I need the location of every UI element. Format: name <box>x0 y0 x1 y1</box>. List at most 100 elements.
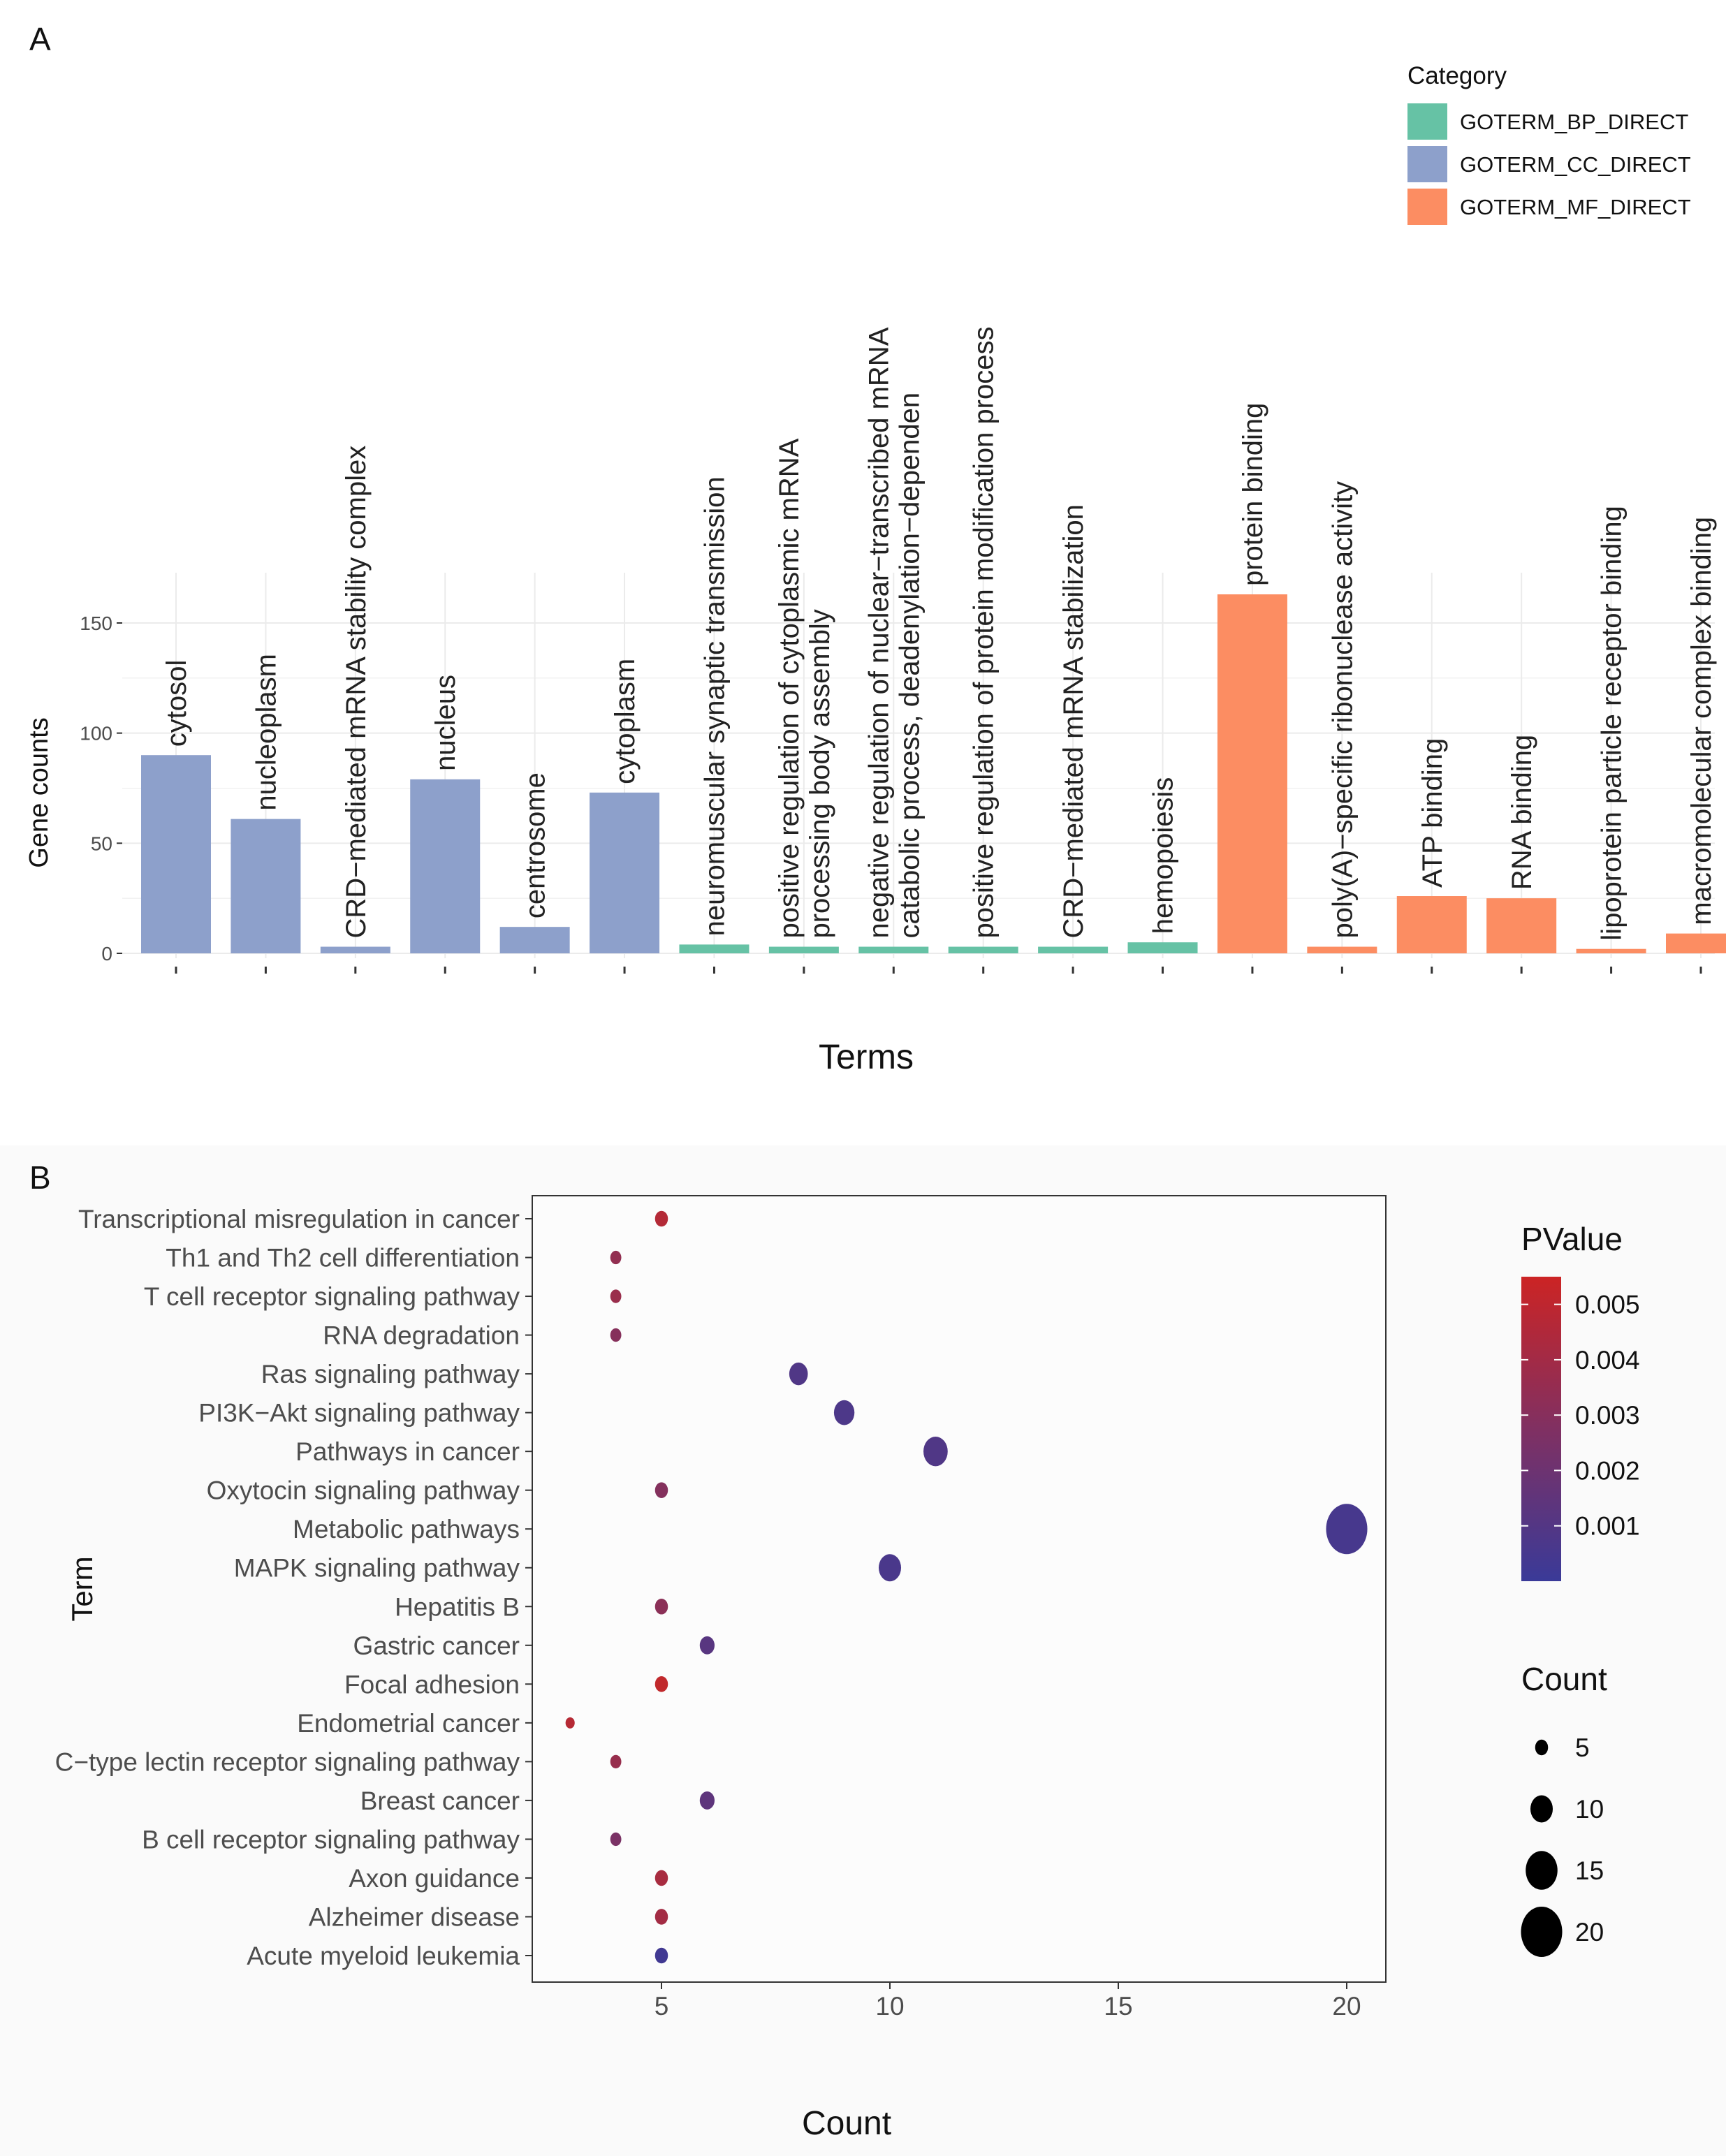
size-legend-label: 5 <box>1575 1733 1590 1762</box>
bar-label: poly(A)−specific ribonuclease activity <box>1327 481 1358 939</box>
dot <box>699 1791 715 1810</box>
colorbar-label: 0.002 <box>1575 1456 1640 1485</box>
bar <box>1666 933 1726 953</box>
y-tick-label: Axon guidance <box>349 1864 520 1893</box>
dots <box>565 1210 1368 1964</box>
legend-entry: GOTERM_CC_DIRECT <box>1460 152 1691 177</box>
bar-label: nucleoplasm <box>251 654 281 811</box>
dot <box>610 1250 622 1265</box>
y-tick-label: Endometrial cancer <box>297 1709 520 1738</box>
y-tick-label: B cell receptor signaling pathway <box>142 1825 520 1854</box>
dot <box>878 1554 902 1582</box>
legend-swatch <box>1407 146 1447 182</box>
bar-label: positive regulation of protein modificat… <box>969 326 1000 938</box>
bar-label: CRD−mediated mRNA stabilization <box>1058 504 1089 938</box>
y-tick-label: Ras signaling pathway <box>261 1360 520 1388</box>
panel-a-label: A <box>29 21 51 57</box>
count-legend: Count 5 10 15 20 <box>1521 1661 1607 1957</box>
bar <box>1307 946 1377 953</box>
bar-chart-gene-counts: cytosol nucleoplasm CRD−mediated mRNA stab… <box>24 62 1726 1076</box>
y-tick-label: RNA degradation <box>323 1321 520 1350</box>
size-legend-dot <box>1535 1739 1549 1756</box>
bar <box>1486 898 1557 953</box>
y-tick-label: MAPK signaling pathway <box>234 1554 520 1583</box>
dot <box>654 1210 668 1227</box>
dot <box>610 1328 622 1342</box>
y-tick-label: Hepatitis B <box>395 1592 520 1621</box>
dot <box>699 1636 715 1655</box>
bar <box>499 927 570 953</box>
y-tick-label: 100 <box>80 723 112 745</box>
bar-label: hemopoiesis <box>1148 777 1179 934</box>
y-tick-label: Th1 and Th2 cell differentiation <box>166 1244 520 1273</box>
plot-panel-border <box>532 1195 1387 1983</box>
bar-label: positive regulation of cytoplasmic mRNA <box>774 438 805 938</box>
panel-b-label: B <box>29 1159 51 1196</box>
x-axis-title: Terms <box>819 1037 914 1076</box>
dot <box>833 1400 855 1425</box>
y-tick-label: Pathways in cancer <box>295 1437 520 1466</box>
pvalue-colorbar <box>1521 1277 1561 1581</box>
bar <box>1217 594 1287 953</box>
dot <box>654 1598 668 1615</box>
bar <box>768 946 839 953</box>
bar <box>1576 948 1646 953</box>
count-legend-title: Count <box>1521 1661 1607 1697</box>
y-axis-title: Term <box>66 1556 98 1621</box>
bar-label: neuromuscular synaptic transmission <box>699 476 730 936</box>
y-tick-label: Alzheimer disease <box>309 1902 520 1931</box>
bar-label: protein binding <box>1238 403 1268 586</box>
bar-label: processing body assembly <box>805 609 835 938</box>
bar <box>948 946 1018 953</box>
bar-label: CRD−mediated mRNA stability complex <box>341 446 372 939</box>
bar <box>679 944 749 953</box>
x-tick-label: 5 <box>654 1992 669 2021</box>
bar-label: nucleus <box>430 675 461 771</box>
bar-label: RNA binding <box>1507 735 1537 890</box>
size-legend-dot <box>1521 1907 1563 1957</box>
axes: 0 50 100 150 <box>80 613 1702 974</box>
legend-entry: GOTERM_MF_DIRECT <box>1460 195 1691 219</box>
colorbar-label: 0.004 <box>1575 1346 1640 1374</box>
bar <box>590 792 660 953</box>
size-legend-label: 10 <box>1575 1795 1604 1824</box>
size-legend-label: 20 <box>1575 1918 1604 1946</box>
dot <box>654 1909 668 1925</box>
bar <box>141 755 211 953</box>
dot <box>610 1754 622 1769</box>
category-legend: Category GOTERM_BP_DIRECT GOTERM_CC_DIREC… <box>1407 62 1691 225</box>
y-tick-label: Oxytocin signaling pathway <box>207 1476 520 1505</box>
x-tick-label: 10 <box>875 1992 904 2021</box>
size-legend-dot <box>1526 1851 1558 1890</box>
bar-label: cytoplasm <box>610 659 641 784</box>
bar-label: ATP binding <box>1417 738 1448 888</box>
y-tick-label: Metabolic pathways <box>293 1515 520 1543</box>
bar-label: catabolic process, deadenylation−depende… <box>894 393 925 939</box>
bar <box>1396 896 1467 953</box>
colorbar-label: 0.005 <box>1575 1291 1640 1319</box>
y-axis-title: Gene counts <box>24 717 54 867</box>
bar <box>231 819 301 953</box>
y-tick-label: 0 <box>101 943 112 965</box>
dot <box>654 1482 668 1498</box>
bar <box>858 946 929 953</box>
bar-label: cytosol <box>161 660 192 747</box>
bar-label: lipoprotein particle receptor binding <box>1597 506 1628 941</box>
legend-swatch <box>1407 103 1447 140</box>
bar-label: macromolecular complex binding <box>1686 517 1717 925</box>
bar <box>320 946 390 953</box>
y-tick-label: Acute myeloid leukemia <box>247 1942 520 1970</box>
bars <box>141 594 1726 953</box>
bar-label: negative regulation of nuclear−transcrib… <box>863 327 894 938</box>
bar <box>410 779 481 953</box>
x-tick-label: 15 <box>1104 1992 1132 2021</box>
y-tick-label: Focal adhesion <box>344 1670 520 1699</box>
bar-label: centrosome <box>520 772 551 918</box>
dot-plot-pathways: Transcriptional misregulation in cancer T… <box>55 1195 1640 2142</box>
dot <box>610 1289 622 1303</box>
dot <box>923 1436 948 1467</box>
bar <box>1127 942 1198 953</box>
legend-swatch <box>1407 189 1447 225</box>
dot <box>610 1832 622 1847</box>
